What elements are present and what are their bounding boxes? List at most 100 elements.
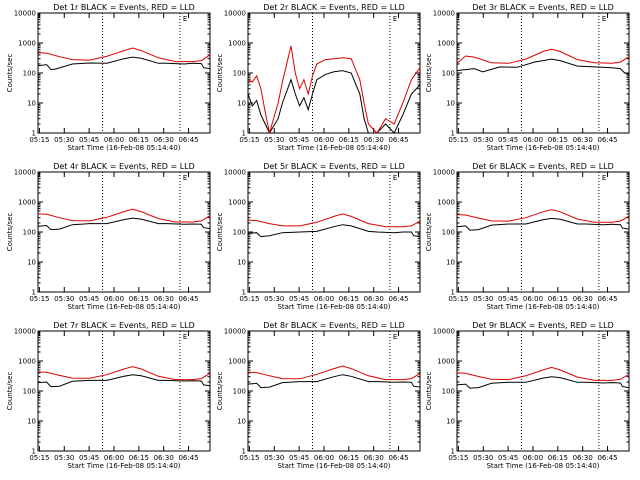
x-tick-label: 06:45 (597, 295, 617, 303)
y-tick-label: 1 (451, 130, 455, 138)
x-tick-label: 05:15 (448, 136, 468, 144)
y-tick-label: 1 (32, 130, 36, 138)
y-tick-label: 10 (446, 259, 455, 267)
x-tick-label: 05:15 (239, 454, 259, 462)
y-tick-label: 100 (233, 70, 246, 78)
x-tick-label: 06:00 (523, 454, 543, 462)
x-tick-label: 05:15 (448, 295, 468, 303)
y-tick-label: 10000 (14, 10, 36, 18)
y-axis-label: Counts/sec (425, 372, 433, 411)
x-tick-label: 05:30 (54, 136, 74, 144)
y-tick-label: 10 (446, 100, 455, 108)
y-tick-label: 1000 (18, 358, 36, 366)
y-tick-label: 1 (451, 289, 455, 297)
x-tick-label: 05:45 (498, 295, 518, 303)
y-axis-label: Counts/sec (216, 213, 224, 252)
x-tick-label: 06:15 (548, 136, 568, 144)
y-tick-label: 10 (27, 259, 36, 267)
y-tick-label: 100 (23, 70, 36, 78)
y-tick-label: 1000 (18, 199, 36, 207)
annotation-label: E (183, 174, 187, 182)
plot-frame (456, 12, 630, 134)
x-axis-label: Start Time (16-Feb-08 05:14:40) (486, 303, 599, 311)
x-tick-label: 06:15 (339, 136, 359, 144)
x-tick-label: 06:15 (548, 295, 568, 303)
x-tick-label: 06:30 (573, 136, 593, 144)
events-series-line (456, 58, 630, 75)
lld-series-line (247, 365, 421, 381)
x-tick-label: 06:45 (597, 136, 617, 144)
y-tick-label: 10000 (433, 169, 455, 177)
x-tick-label: 05:30 (473, 136, 493, 144)
y-tick-label: 1000 (228, 358, 246, 366)
x-tick-label: 06:00 (104, 136, 124, 144)
x-tick-label: 05:15 (448, 454, 468, 462)
plot-frame (37, 330, 211, 452)
lld-series-line (37, 366, 211, 381)
y-tick-label: 100 (23, 229, 36, 237)
annotation-label: E (602, 15, 606, 23)
x-tick-label: 06:45 (178, 136, 198, 144)
y-tick-label: 10 (27, 418, 36, 426)
x-tick-label: 06:30 (573, 295, 593, 303)
y-tick-label: 10 (237, 100, 246, 108)
annotation-label: E (393, 333, 397, 341)
x-tick-label: 06:45 (178, 295, 198, 303)
y-tick-label: 1 (242, 289, 246, 297)
lld-series-line (247, 45, 421, 134)
x-axis-label: Start Time (16-Feb-08 05:14:40) (67, 462, 180, 470)
plot-title: Det 3r BLACK = Events, RED = LLD (472, 3, 614, 12)
x-tick-label: 06:45 (597, 454, 617, 462)
plot-title: Det 8r BLACK = Events, RED = LLD (263, 321, 405, 330)
x-tick-label: 06:15 (339, 295, 359, 303)
y-tick-label: 100 (233, 388, 246, 396)
y-tick-label: 10000 (14, 328, 36, 336)
plot-frame (247, 330, 421, 452)
y-tick-label: 1000 (437, 40, 455, 48)
y-tick-label: 10000 (224, 169, 246, 177)
y-tick-label: 100 (442, 229, 455, 237)
x-tick-label: 06:15 (548, 454, 568, 462)
events-series-line (456, 217, 630, 231)
x-tick-label: 06:30 (154, 295, 174, 303)
plot-title: Det 6r BLACK = Events, RED = LLD (472, 162, 614, 171)
annotation-label: E (602, 174, 606, 182)
x-tick-label: 05:15 (239, 295, 259, 303)
annotation-label: E (393, 15, 397, 23)
plot-title: Det 2r BLACK = Events, RED = LLD (263, 3, 405, 12)
x-tick-label: 06:45 (388, 454, 408, 462)
y-axis-label: Counts/sec (6, 372, 14, 411)
events-series-line (247, 374, 421, 389)
x-tick-label: 06:15 (129, 454, 149, 462)
x-tick-label: 05:45 (289, 454, 309, 462)
plot-title: Det 1r BLACK = Events, RED = LLD (53, 3, 195, 12)
x-tick-label: 06:15 (129, 295, 149, 303)
x-tick-label: 06:15 (339, 454, 359, 462)
x-tick-label: 06:30 (364, 295, 384, 303)
y-tick-label: 10000 (433, 10, 455, 18)
x-tick-label: 06:00 (523, 136, 543, 144)
events-series-line (37, 217, 211, 231)
x-axis-label: Start Time (16-Feb-08 05:14:40) (277, 462, 390, 470)
y-tick-label: 10000 (433, 328, 455, 336)
x-tick-label: 05:30 (264, 295, 284, 303)
x-axis-label: Start Time (16-Feb-08 05:14:40) (67, 144, 180, 152)
x-tick-label: 06:45 (178, 454, 198, 462)
y-tick-label: 1000 (228, 40, 246, 48)
annotation-label: E (393, 174, 397, 182)
y-tick-label: 10 (237, 259, 246, 267)
plot-title: Det 5r BLACK = Events, RED = LLD (263, 162, 405, 171)
plot-frame (247, 12, 421, 134)
detector-plot-9: Det 9r BLACK = Events, RED = LLD E 1 10 100 1… (425, 321, 630, 470)
plot-frame (247, 171, 421, 293)
x-tick-label: 06:00 (314, 454, 334, 462)
y-tick-label: 1000 (437, 199, 455, 207)
x-tick-label: 05:15 (239, 136, 259, 144)
detector-plot-5: Det 5r BLACK = Events, RED = LLD E 1 10 100 1… (216, 162, 421, 311)
plot-title: Det 9r BLACK = Events, RED = LLD (472, 321, 614, 330)
x-tick-label: 06:30 (364, 454, 384, 462)
y-axis-label: Counts/sec (425, 54, 433, 93)
x-tick-label: 05:45 (79, 136, 99, 144)
annotation-label: E (183, 333, 187, 341)
y-tick-label: 1000 (228, 199, 246, 207)
